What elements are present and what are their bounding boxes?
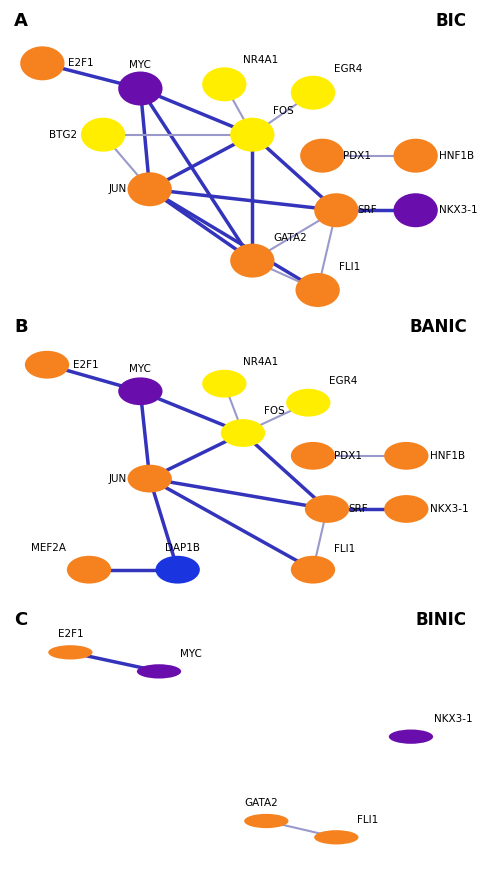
Text: NKX3-1: NKX3-1 [430,504,468,514]
Text: C: C [15,611,28,629]
Ellipse shape [230,117,275,152]
Ellipse shape [291,555,335,583]
Ellipse shape [244,814,289,828]
Text: MYC: MYC [129,364,151,374]
Text: BIC: BIC [436,11,467,30]
Text: PDX1: PDX1 [334,451,362,461]
Text: EGR4: EGR4 [334,64,363,74]
Ellipse shape [384,442,429,470]
Text: FLI1: FLI1 [334,544,355,554]
Ellipse shape [305,495,349,523]
Text: FOS: FOS [273,106,294,116]
Ellipse shape [202,370,246,398]
Text: NR4A1: NR4A1 [243,357,278,366]
Text: NR4A1: NR4A1 [243,55,278,66]
Text: FLI1: FLI1 [339,263,360,272]
Ellipse shape [384,495,429,523]
Text: DAP1B: DAP1B [165,542,200,553]
Text: MEF2A: MEF2A [31,542,66,553]
Text: SRF: SRF [348,504,367,514]
Ellipse shape [314,194,359,227]
Ellipse shape [156,555,200,583]
Ellipse shape [291,442,335,470]
Text: BANIC: BANIC [409,318,467,336]
Text: MYC: MYC [129,60,151,69]
Text: EGR4: EGR4 [330,376,358,385]
Text: BINIC: BINIC [416,611,467,629]
Ellipse shape [118,72,162,105]
Text: E2F1: E2F1 [68,59,94,68]
Ellipse shape [394,194,438,227]
Text: B: B [15,318,28,336]
Text: E2F1: E2F1 [73,360,98,370]
Text: MYC: MYC [180,649,202,659]
Ellipse shape [25,350,69,378]
Ellipse shape [202,67,246,102]
Text: FOS: FOS [264,406,285,416]
Ellipse shape [394,138,438,173]
Ellipse shape [286,389,330,417]
Text: GATA2: GATA2 [245,798,278,808]
Text: SRF: SRF [357,205,377,215]
Text: HNF1B: HNF1B [439,151,474,160]
Text: NKX3-1: NKX3-1 [439,205,478,215]
Ellipse shape [137,664,181,679]
Ellipse shape [81,117,125,152]
Ellipse shape [230,244,275,278]
Text: E2F1: E2F1 [57,629,83,639]
Text: GATA2: GATA2 [273,233,307,243]
Ellipse shape [67,555,111,583]
Text: PDX1: PDX1 [343,151,371,160]
Ellipse shape [291,75,335,110]
Text: BTG2: BTG2 [49,130,77,139]
Ellipse shape [314,830,359,844]
Ellipse shape [127,173,172,206]
Ellipse shape [127,464,172,492]
Ellipse shape [300,138,345,173]
Ellipse shape [20,46,65,81]
Text: JUN: JUN [108,184,126,194]
Text: NKX3-1: NKX3-1 [434,715,473,724]
Ellipse shape [389,730,433,744]
Ellipse shape [48,646,92,660]
Text: HNF1B: HNF1B [430,451,465,461]
Ellipse shape [118,378,162,406]
Text: FLI1: FLI1 [357,815,379,825]
Ellipse shape [295,273,340,307]
Text: A: A [15,11,28,30]
Ellipse shape [221,419,265,447]
Text: JUN: JUN [108,474,126,484]
